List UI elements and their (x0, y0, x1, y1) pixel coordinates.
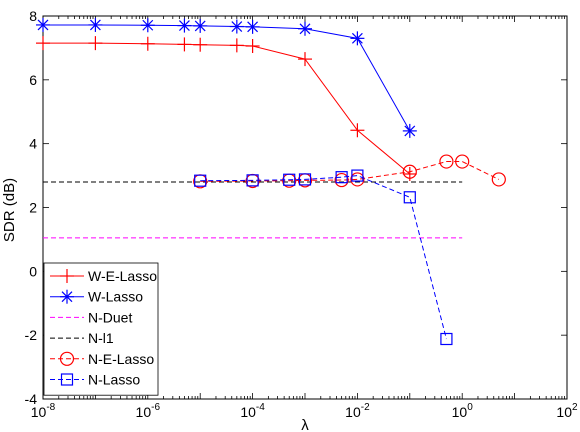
data-point (491, 172, 506, 187)
y-tick-label: -4 (25, 391, 38, 407)
legend-label: W-Lasso (88, 289, 143, 305)
tick-labels: 10-8 10-6 10-4 10-2 100 102 -4 -2 0 2 4 6 8 (25, 8, 578, 420)
data-point (440, 332, 453, 346)
legend-label: W-E-Lasso (88, 268, 157, 284)
x-tick-label: 102 (556, 402, 578, 420)
legend-marker (60, 269, 74, 283)
data-point (335, 171, 348, 184)
legend-box (43, 262, 159, 396)
series-layer (36, 17, 506, 346)
data-point (229, 38, 244, 53)
data-point (36, 17, 50, 32)
x-tick-label: 100 (452, 402, 474, 420)
data-point (229, 19, 244, 34)
data-point (245, 39, 260, 54)
x-tick-label: 10-8 (31, 402, 56, 420)
data-point (88, 36, 103, 51)
y-axis-label: SDR (dB) (1, 178, 18, 242)
data-point (283, 173, 296, 186)
y-tick-label: 4 (29, 136, 37, 152)
data-point (298, 52, 312, 67)
y-tick-label: 0 (29, 263, 37, 279)
data-point (193, 18, 208, 33)
legend-label: N-Lasso (88, 372, 140, 388)
legend-label: N-Duet (88, 309, 132, 325)
data-point (455, 154, 470, 169)
data-point (298, 173, 312, 186)
x-tick-label: 10-4 (240, 402, 265, 420)
data-point (298, 21, 312, 36)
series-line (43, 24, 411, 132)
data-point (402, 164, 417, 179)
data-point (88, 17, 103, 32)
data-point (36, 36, 50, 51)
data-point (350, 31, 365, 46)
y-tick-label: 8 (29, 8, 37, 24)
y-tick-label: 2 (29, 200, 37, 216)
data-point (177, 37, 192, 52)
data-point (334, 172, 349, 188)
legend-marker (60, 373, 74, 386)
data-point (439, 154, 454, 169)
legend-marker (59, 351, 75, 366)
data-point (246, 174, 259, 187)
legend: W-E-Lasso W-Lasso N-Duet N-l1 N-E-Lasso N-Las… (43, 262, 159, 396)
data-point (194, 174, 207, 187)
data-point (350, 172, 365, 187)
data-point (403, 191, 416, 204)
x-axis-label: λ (301, 417, 309, 432)
data-point (140, 36, 155, 51)
data-point (245, 19, 260, 34)
data-point (177, 18, 192, 33)
series-line (200, 161, 500, 182)
series-line (200, 175, 447, 340)
data-point (351, 169, 364, 182)
y-tick-label: -2 (25, 327, 38, 343)
data-point (193, 37, 208, 52)
data-point (350, 123, 365, 138)
y-tick-label: 6 (29, 72, 37, 88)
data-point (402, 123, 417, 138)
legend-label: N-E-Lasso (88, 351, 154, 367)
data-point (140, 18, 155, 33)
x-tick-label: 10-2 (345, 402, 370, 420)
x-tick-label: 10-6 (136, 402, 161, 420)
legend-label: N-l1 (88, 330, 114, 346)
series-line (43, 42, 411, 175)
axes-box (42, 15, 568, 400)
legend-marker (60, 289, 74, 304)
